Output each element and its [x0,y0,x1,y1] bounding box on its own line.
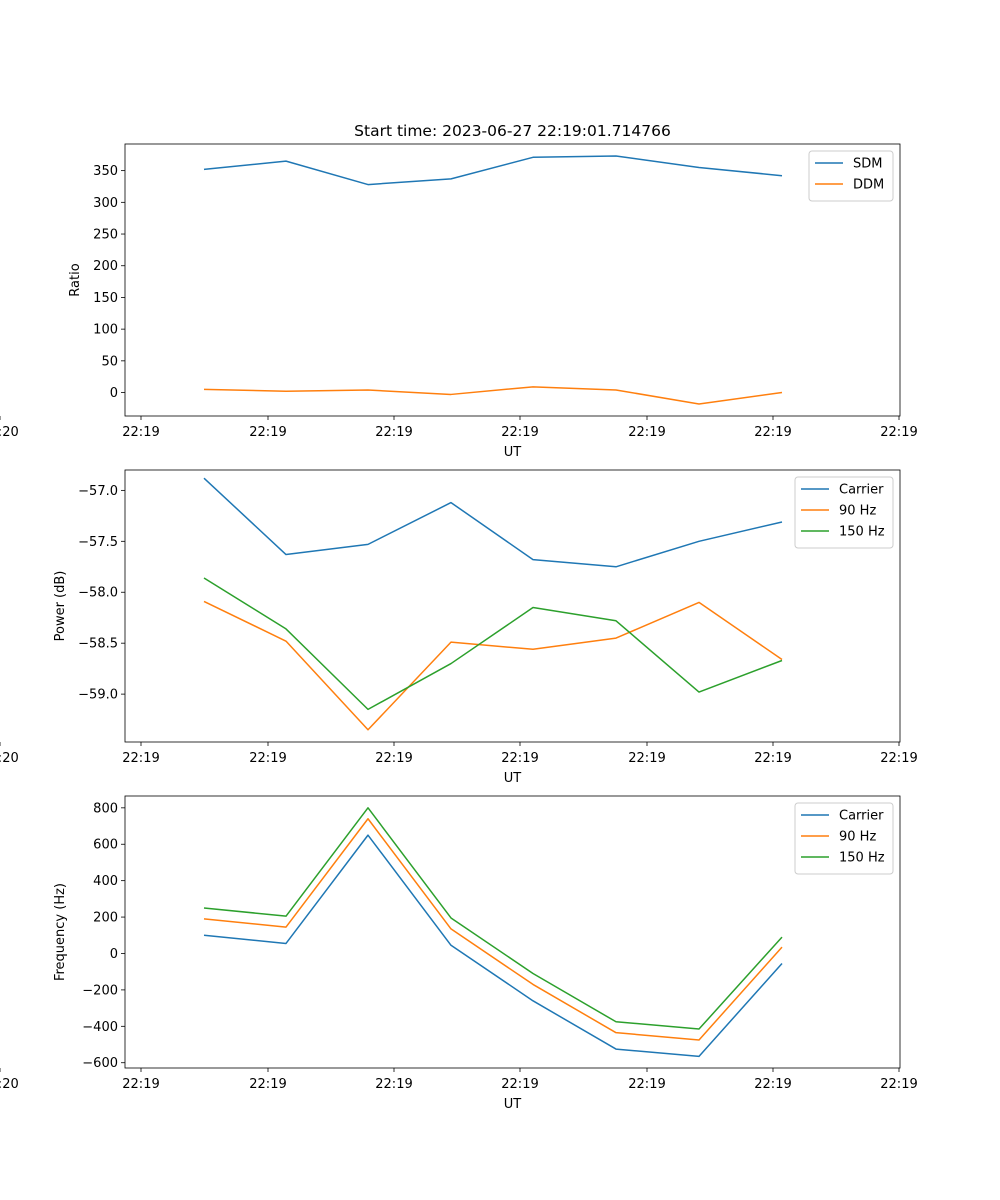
legend-label-150-hz: 150 Hz [839,851,885,866]
x-tick-label: 22:19 [754,1077,791,1092]
x-tick-label: 22:20 [0,425,19,440]
y-tick-label: −600 [82,1056,118,1071]
x-tick-label: 22:19 [249,425,286,440]
x-tick-label: 22:19 [628,425,665,440]
x-tick-label: 22:19 [880,1077,917,1092]
x-tick-label: 22:19 [122,751,159,766]
legend-label-sdm: SDM [853,157,882,172]
y-tick-label: 600 [93,838,118,853]
series-line-150-hz [203,577,783,711]
x-tick-label: 22:19 [122,1077,159,1092]
x-tick-label: 22:20 [0,1077,19,1092]
series-line-ddm [203,386,783,405]
y-tick-label: −59.0 [78,688,118,703]
series-line-150-hz [203,807,783,1030]
legend-label-carrier: Carrier [839,809,884,824]
legend-label-90-hz: 90 Hz [839,830,876,845]
x-axis-label: UT [504,771,522,786]
legend-label-carrier: Carrier [839,483,884,498]
series-line-90-hz [203,600,783,731]
y-tick-label: −57.0 [78,484,118,499]
x-tick-label: 22:19 [754,751,791,766]
y-tick-label: 0 [110,947,118,962]
legend-label-150-hz: 150 Hz [839,525,885,540]
y-axis-label: Power (dB) [53,571,68,642]
x-axis-label: UT [504,1097,522,1112]
axes-frame [124,795,901,1069]
series-line-carrier [203,477,783,568]
y-tick-label: 250 [93,228,118,243]
x-tick-label: 22:19 [375,751,412,766]
x-tick-label: 22:19 [628,1077,665,1092]
y-tick-label: 300 [93,196,118,211]
series-line-sdm [203,155,783,186]
legend-label-ddm: DDM [853,178,884,193]
x-tick-label: 22:20 [0,751,19,766]
y-tick-label: −57.5 [78,535,118,550]
y-tick-label: 150 [93,291,118,306]
x-tick-label: 22:19 [880,425,917,440]
x-tick-label: 22:19 [249,751,286,766]
y-tick-label: 0 [110,386,118,401]
x-tick-label: 22:19 [754,425,791,440]
y-tick-label: −58.0 [78,586,118,601]
axes-frame [124,469,901,743]
y-tick-label: 200 [93,911,118,926]
power-panel: 22:19 22:19 22:19 22:19 22:19 22:19 22:19 22:20… [0,469,918,786]
y-tick-label: 50 [101,354,118,369]
y-tick-label: 100 [93,323,118,338]
y-axis-label: Ratio [68,263,83,296]
x-tick-label: 22:19 [880,751,917,766]
figure-title: Start time: 2023-06-27 22:19:01.714766 [354,122,671,140]
x-tick-label: 22:19 [375,425,412,440]
y-tick-label: −400 [82,1020,118,1035]
y-tick-label: 800 [93,801,118,816]
x-tick-label: 22:19 [628,751,665,766]
y-tick-label: 350 [93,164,118,179]
y-axis-label: Frequency (Hz) [53,883,68,981]
axes-frame [124,143,901,417]
y-tick-label: 200 [93,259,118,274]
y-tick-label: −58.5 [78,637,118,652]
legend-label-90-hz: 90 Hz [839,504,876,519]
x-tick-label: 22:19 [501,751,538,766]
y-tick-label: 400 [93,874,118,889]
series-line-carrier [203,834,783,1058]
x-tick-label: 22:19 [249,1077,286,1092]
y-tick-label: −200 [82,983,118,998]
x-tick-label: 22:19 [122,425,159,440]
x-axis-label: UT [504,445,522,460]
ratio-panel: 22:19 22:19 22:19 22:19 22:19 22:19 22:19 22:20… [0,143,918,460]
frequency-panel: 22:19 22:19 22:19 22:19 22:19 22:19 22:19 22:20… [0,795,918,1112]
x-tick-label: 22:19 [375,1077,412,1092]
series-line-90-hz [203,818,783,1041]
x-tick-label: 22:19 [501,1077,538,1092]
x-tick-label: 22:19 [501,425,538,440]
